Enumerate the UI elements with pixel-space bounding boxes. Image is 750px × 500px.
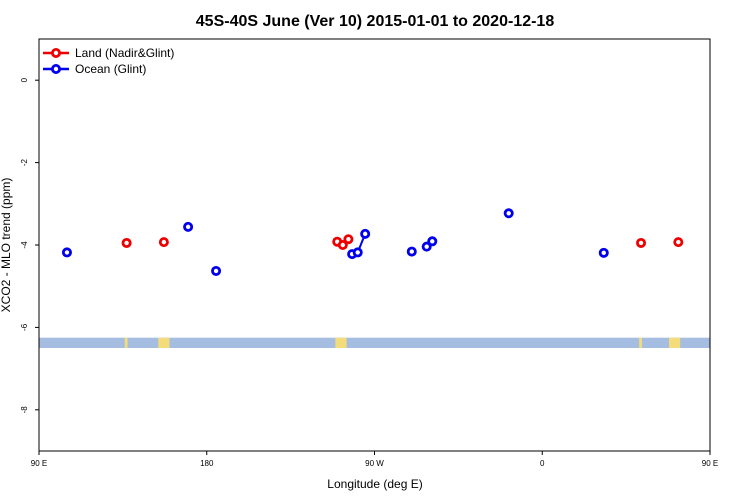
legend-label: Ocean (Glint) xyxy=(75,62,146,76)
y-tick-label: -6 xyxy=(20,323,29,331)
ocean-point xyxy=(360,228,371,239)
land-point xyxy=(673,237,684,248)
y-axis: 0 -2 -4 -6 -8 xyxy=(20,77,39,413)
ocean-point xyxy=(183,221,194,232)
legend-label: Land (Nadir&Glint) xyxy=(75,46,174,60)
ocean-point xyxy=(503,208,514,219)
ocean-point xyxy=(352,247,363,258)
x-tick-label: 0 xyxy=(540,459,545,468)
x-axis: 90 E 180 90 W 0 90 E xyxy=(31,451,718,468)
plot-frame xyxy=(38,38,711,452)
y-tick-label: -8 xyxy=(20,406,29,414)
land-band-segment xyxy=(158,337,170,348)
land-band-segment xyxy=(668,337,681,348)
ocean-band xyxy=(39,337,710,348)
land-point xyxy=(337,239,348,250)
x-tick-label: 90 W xyxy=(365,459,384,468)
y-tick-label: 0 xyxy=(20,77,29,82)
land-point xyxy=(121,237,132,248)
ocean-point xyxy=(427,236,438,247)
y-axis-label: XCO2 - MLO trend (ppm) xyxy=(0,178,13,313)
chart-title: 45S-40S June (Ver 10) 2015-01-01 to 2020… xyxy=(196,13,555,30)
land-band-segment xyxy=(639,337,642,348)
land-point xyxy=(158,237,169,248)
series-layer xyxy=(61,208,684,276)
x-tick-label: 180 xyxy=(200,459,214,468)
land-band-segment xyxy=(124,337,128,348)
ocean-point xyxy=(406,246,417,257)
y-tick-label: -2 xyxy=(20,158,29,166)
land-band-segment xyxy=(335,337,347,348)
y-tick-label: -4 xyxy=(20,241,29,249)
legend: Land (Nadir&Glint) Ocean (Glint) xyxy=(43,46,174,76)
legend-marker xyxy=(51,48,62,59)
ocean-point xyxy=(211,265,222,276)
ocean-point xyxy=(421,241,432,252)
land-point xyxy=(636,237,647,248)
surface-band xyxy=(39,337,710,348)
x-axis-label: Longitude (deg E) xyxy=(327,477,422,491)
legend-marker xyxy=(51,64,62,75)
land-point xyxy=(343,234,354,245)
x-tick-label: 90 E xyxy=(702,459,718,468)
x-tick-label: 90 E xyxy=(31,459,47,468)
ocean-point xyxy=(598,247,609,258)
ocean-point xyxy=(61,247,72,258)
